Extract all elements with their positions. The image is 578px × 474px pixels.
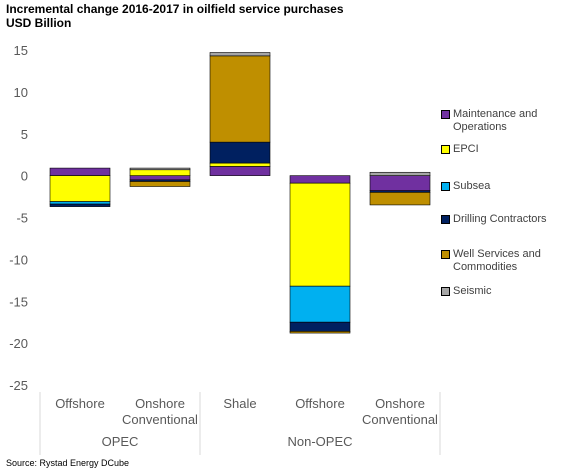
legend-swatch: [441, 182, 450, 191]
y-tick-label: 5: [21, 127, 28, 142]
legend-label: Well Services and Commodities: [453, 248, 541, 273]
bar-segment: [209, 162, 271, 167]
legend-label: Subsea: [453, 180, 491, 192]
bar-segment: [209, 55, 271, 143]
legend-label: EPCI: [453, 143, 479, 155]
chart-subtitle: USD Billion: [6, 16, 72, 30]
x-tick-label: Offshore: [55, 396, 105, 411]
bar-segment: [49, 201, 111, 205]
legend-swatch: [441, 145, 450, 154]
bar-segment: [369, 175, 431, 191]
bar-segment: [129, 175, 191, 181]
x-tick-label: Onshore: [375, 396, 425, 411]
chart-title: Incremental change 2016-2017 in oilfield…: [6, 2, 344, 16]
x-tick-label: Conventional: [122, 412, 198, 427]
bar-segment: [129, 167, 191, 171]
x-tick-label: Offshore: [295, 396, 345, 411]
bar-segment: [209, 141, 271, 164]
x-tick-label: Onshore: [135, 396, 185, 411]
bar-segment: [369, 192, 431, 206]
source-note: Source: Rystad Energy DCube: [6, 458, 130, 468]
legend-label: Seismic: [453, 285, 492, 297]
legend-swatch: [441, 110, 450, 119]
bar-segment: [369, 171, 431, 176]
y-tick-label: -10: [9, 252, 28, 267]
legend-swatch: [441, 215, 450, 224]
y-tick-label: -20: [9, 336, 28, 351]
y-tick-label: 10: [14, 85, 28, 100]
bar-segment: [289, 182, 351, 287]
legend-swatch: [441, 287, 450, 296]
bar-segment: [209, 166, 271, 176]
legend-label: Maintenance and Operations: [453, 108, 538, 133]
bar-segment: [129, 181, 191, 187]
y-tick-label: -25: [9, 378, 28, 393]
x-tick-label: Shale: [223, 396, 256, 411]
legend-label: Drilling Contractors: [453, 213, 547, 225]
legend-swatch: [441, 250, 450, 259]
y-tick-label: 15: [14, 43, 28, 58]
y-tick-label: -5: [16, 211, 28, 226]
x-tick-label: Conventional: [362, 412, 438, 427]
y-tick-label: -15: [9, 294, 28, 309]
bar-segment: [209, 52, 271, 57]
bar-segment: [49, 175, 111, 202]
bar-segment: [129, 169, 191, 176]
group-label: OPEC: [102, 434, 139, 449]
bar-segment: [49, 203, 111, 207]
bar-segment: [289, 321, 351, 332]
y-tick-label: 0: [21, 169, 28, 184]
group-label: Non-OPEC: [287, 434, 352, 449]
bar-segment: [49, 167, 111, 176]
bar-segment: [289, 285, 351, 323]
bar-segment: [289, 331, 351, 334]
bar-segment: [289, 175, 351, 184]
